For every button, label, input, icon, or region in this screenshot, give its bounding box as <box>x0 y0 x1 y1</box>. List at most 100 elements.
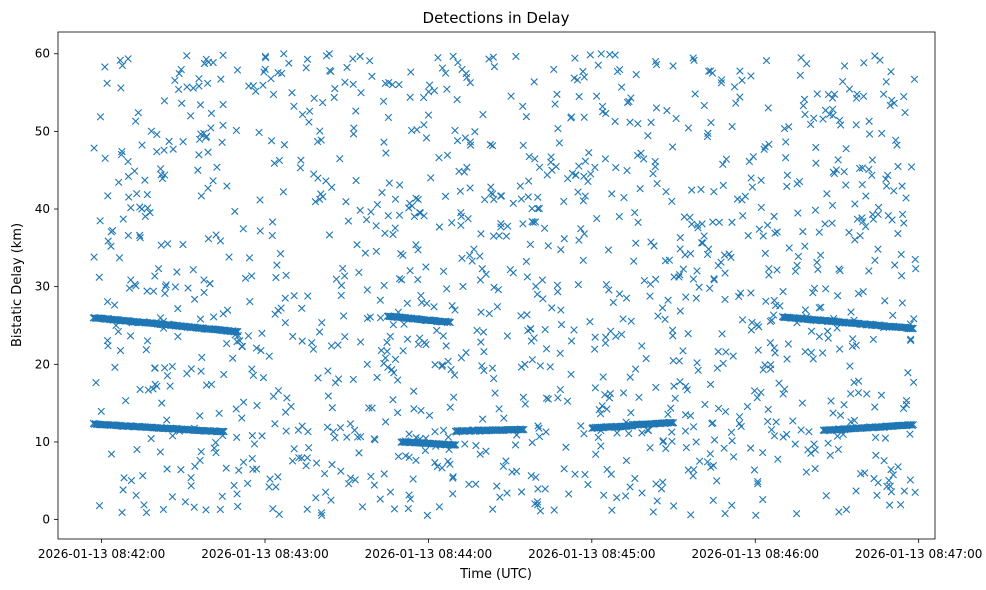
detection-marker <box>285 59 293 67</box>
detection-marker <box>276 250 285 258</box>
detection-marker <box>439 332 447 340</box>
detection-marker <box>280 50 288 58</box>
detection-marker <box>118 508 126 517</box>
detection-marker <box>522 257 531 266</box>
detection-marker <box>181 498 190 506</box>
detection-marker <box>649 508 658 516</box>
detection-marker <box>577 422 585 430</box>
detection-marker <box>457 208 465 217</box>
detection-marker <box>479 110 487 119</box>
detection-marker <box>784 340 793 348</box>
detection-marker <box>439 426 448 434</box>
detection-marker <box>795 177 804 186</box>
detection-marker <box>430 303 438 311</box>
detection-marker <box>794 252 803 261</box>
detection-marker <box>158 399 166 407</box>
detection-marker <box>190 295 199 304</box>
detection-marker <box>132 491 140 500</box>
detection-marker <box>495 405 503 413</box>
detection-marker <box>766 339 775 347</box>
detection-marker <box>194 166 202 174</box>
detection-marker <box>454 58 462 67</box>
detection-marker <box>608 190 616 198</box>
detection-marker <box>785 123 793 131</box>
detection-marker <box>669 356 677 365</box>
detection-marker <box>219 121 227 129</box>
detection-marker <box>906 476 915 484</box>
detection-marker <box>700 232 708 240</box>
detection-marker <box>863 390 871 398</box>
detection-marker <box>597 50 605 58</box>
detection-marker <box>486 140 495 149</box>
detection-marker <box>90 144 98 152</box>
detection-marker <box>395 80 403 89</box>
detection-marker <box>125 284 134 292</box>
detection-marker <box>532 473 540 482</box>
detection-marker <box>353 240 361 249</box>
detection-marker <box>809 289 817 297</box>
detection-marker <box>232 327 240 336</box>
detection-marker <box>519 393 528 401</box>
detection-marker <box>229 354 237 362</box>
detection-marker <box>595 406 603 414</box>
detection-marker <box>174 304 182 313</box>
detection-marker <box>902 194 910 202</box>
detection-marker <box>617 83 626 91</box>
detection-marker <box>874 245 882 253</box>
detection-marker <box>480 348 488 356</box>
detection-marker <box>590 345 599 353</box>
detection-marker <box>791 267 800 275</box>
detection-marker <box>661 315 669 324</box>
detection-marker <box>672 114 680 123</box>
detection-marker <box>446 318 454 327</box>
x-tick-label: 2026-01-13 08:45:00 <box>528 547 655 561</box>
detection-marker <box>477 230 485 238</box>
detection-marker <box>449 474 457 482</box>
detection-marker <box>658 304 667 312</box>
detection-marker <box>384 113 393 122</box>
detection-marker <box>318 318 326 327</box>
detection-marker <box>668 197 676 205</box>
detection-marker <box>140 501 148 509</box>
detection-marker <box>747 326 756 334</box>
detection-marker <box>554 394 562 402</box>
detection-marker <box>842 181 850 189</box>
detection-marker <box>104 342 112 350</box>
detection-marker <box>753 393 761 402</box>
detection-marker <box>443 151 452 159</box>
detection-marker <box>177 65 185 74</box>
detection-marker <box>727 428 736 437</box>
detection-marker <box>859 287 867 296</box>
detection-marker <box>268 218 277 226</box>
detection-marker <box>631 208 639 217</box>
detection-marker <box>189 84 197 92</box>
detection-marker <box>378 188 386 197</box>
detection-marker <box>439 267 448 276</box>
detection-marker <box>421 446 430 455</box>
detection-marker <box>355 268 363 277</box>
detection-marker <box>424 88 433 96</box>
detection-marker <box>555 139 564 147</box>
detection-marker <box>591 384 600 392</box>
detection-marker <box>206 280 214 288</box>
detection-marker <box>736 289 745 297</box>
detection-marker <box>721 269 729 277</box>
detection-marker <box>754 477 762 486</box>
detection-marker <box>705 284 714 292</box>
detection-marker <box>898 299 907 307</box>
detection-marker <box>380 281 388 290</box>
detection-marker <box>265 483 273 491</box>
detection-marker <box>563 397 572 405</box>
detection-marker <box>782 138 790 146</box>
y-tick-label: 50 <box>35 124 50 138</box>
detection-marker <box>477 338 485 346</box>
detection-marker <box>823 327 832 335</box>
detection-marker <box>653 497 661 505</box>
detection-marker <box>457 221 465 229</box>
detection-marker <box>609 298 618 307</box>
detection-marker <box>557 245 565 254</box>
detection-marker <box>480 195 489 204</box>
detection-marker <box>352 107 360 115</box>
detection-marker <box>748 318 756 327</box>
